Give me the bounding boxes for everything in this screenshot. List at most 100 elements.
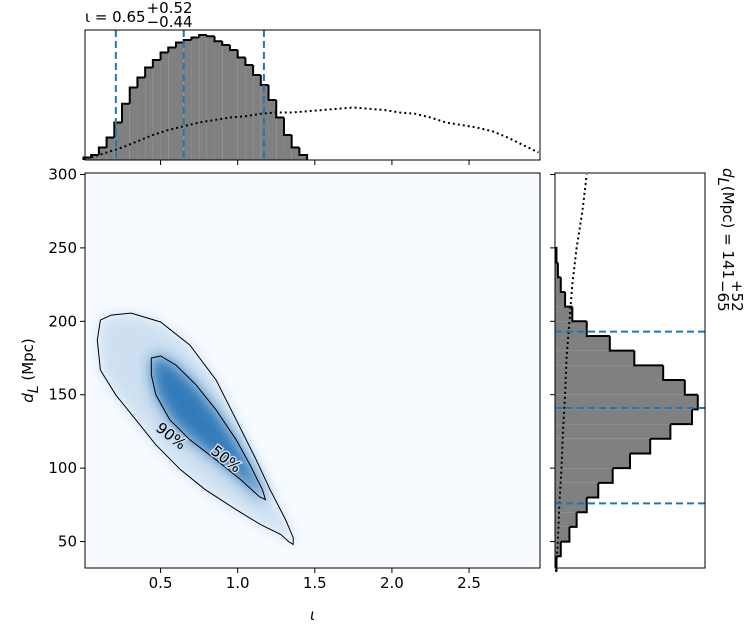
y-tick-label: 150 [48, 386, 77, 404]
hist-outline [97, 146, 107, 155]
hist-bar [555, 350, 635, 366]
hist-bar [214, 41, 223, 160]
main-frame [84, 172, 541, 569]
top-title: ι = 0.65 [85, 8, 146, 26]
hist-outline [555, 556, 558, 572]
hist-bar [129, 87, 138, 160]
hist-outline [221, 41, 230, 46]
hist-outline [662, 365, 685, 382]
hist-bar [152, 60, 161, 160]
hist-bar [114, 122, 123, 160]
hist-bar [555, 277, 561, 292]
hist-outline [298, 147, 309, 160]
hist-bar [199, 35, 207, 160]
hist-bar [555, 482, 599, 498]
y-axis-label: dL (Mpc) [19, 338, 42, 403]
hist-outline [571, 306, 587, 323]
hist-outline [198, 34, 207, 38]
hist-bar [222, 45, 230, 160]
hist-bar [191, 37, 200, 160]
top-title-sub: −0.44 [147, 13, 193, 31]
right-title: dL (Mpc) = 141+52−65 [714, 168, 746, 312]
hist-outline [282, 117, 292, 136]
right-title-sub-l: L [714, 178, 732, 186]
hist-outline [136, 76, 146, 88]
hist-bar [291, 147, 300, 160]
hist-outline [692, 394, 699, 411]
hist-bar [106, 137, 115, 160]
x-tick-label: 1.5 [303, 574, 327, 592]
density-fill [151, 356, 266, 500]
hist-outline [213, 36, 223, 43]
hist-outline [560, 526, 571, 543]
hist-bar [555, 468, 613, 483]
hist-bar [555, 306, 573, 322]
hist-outline [175, 41, 184, 48]
hist-bar [168, 47, 176, 160]
hist-outline [612, 453, 631, 470]
hist-bar [176, 42, 184, 160]
y-label-main: d [19, 393, 37, 403]
hist-outline [585, 321, 610, 337]
x-tick-label: 1.0 [226, 574, 250, 592]
hist-bar [268, 100, 277, 160]
right-title-main: d [719, 168, 737, 178]
hist-bar [555, 497, 587, 513]
hist-bar [555, 541, 561, 557]
hist-outline [683, 380, 698, 396]
right-frame [554, 172, 706, 569]
hist-outline [633, 350, 664, 367]
x-tick-label: 2.5 [457, 574, 481, 592]
hist-outline [598, 468, 614, 484]
hist-bar [555, 365, 664, 381]
hist-bar [91, 155, 99, 160]
hist-outline [121, 102, 130, 123]
hist-bar [555, 321, 587, 336]
hist-bar [237, 57, 246, 160]
hist-bar [555, 394, 698, 410]
hist-outline [267, 85, 277, 101]
y-tick-label: 100 [48, 459, 77, 477]
hist-bar [555, 409, 693, 425]
hist-outline [670, 409, 694, 426]
hist-bar [98, 147, 107, 160]
top-frame [84, 29, 541, 161]
right-title-sub: −65 [714, 280, 732, 312]
hist-outline [569, 512, 578, 528]
hist-outline [244, 57, 254, 66]
hist-outline [576, 497, 588, 514]
hist-outline [555, 246, 558, 264]
y-tick-label: 200 [48, 312, 77, 330]
hist-bar [122, 103, 130, 160]
hist-bar [555, 526, 570, 542]
hist-bar [555, 424, 671, 439]
hist-outline [290, 135, 300, 149]
hist-outline [228, 45, 238, 51]
hist-bar [555, 380, 685, 395]
hist-outline [128, 86, 138, 104]
hist-outline [650, 424, 672, 440]
x-tick-label: 2.0 [380, 574, 404, 592]
right-title-sup: +52 [728, 280, 746, 312]
hist-outline [556, 541, 562, 558]
hist-bar [299, 155, 308, 160]
hist-bar [229, 50, 238, 160]
y-tick-label: 300 [48, 165, 77, 183]
hist-outline [259, 75, 269, 86]
hist-bar [137, 77, 146, 160]
hist-outline [159, 51, 169, 60]
hist-outline [105, 136, 115, 148]
hist-outline [275, 100, 284, 119]
hist-bar [283, 135, 292, 160]
hist-outline [608, 335, 635, 352]
hist-bar [245, 65, 254, 160]
contour-line [150, 355, 267, 501]
hist-bar [555, 262, 558, 278]
hist-bar [183, 40, 192, 160]
y-label-sub: L [26, 385, 42, 393]
hist-outline [190, 36, 200, 40]
hist-outline [113, 121, 123, 138]
hist-outline [252, 65, 261, 76]
density [97, 313, 294, 545]
